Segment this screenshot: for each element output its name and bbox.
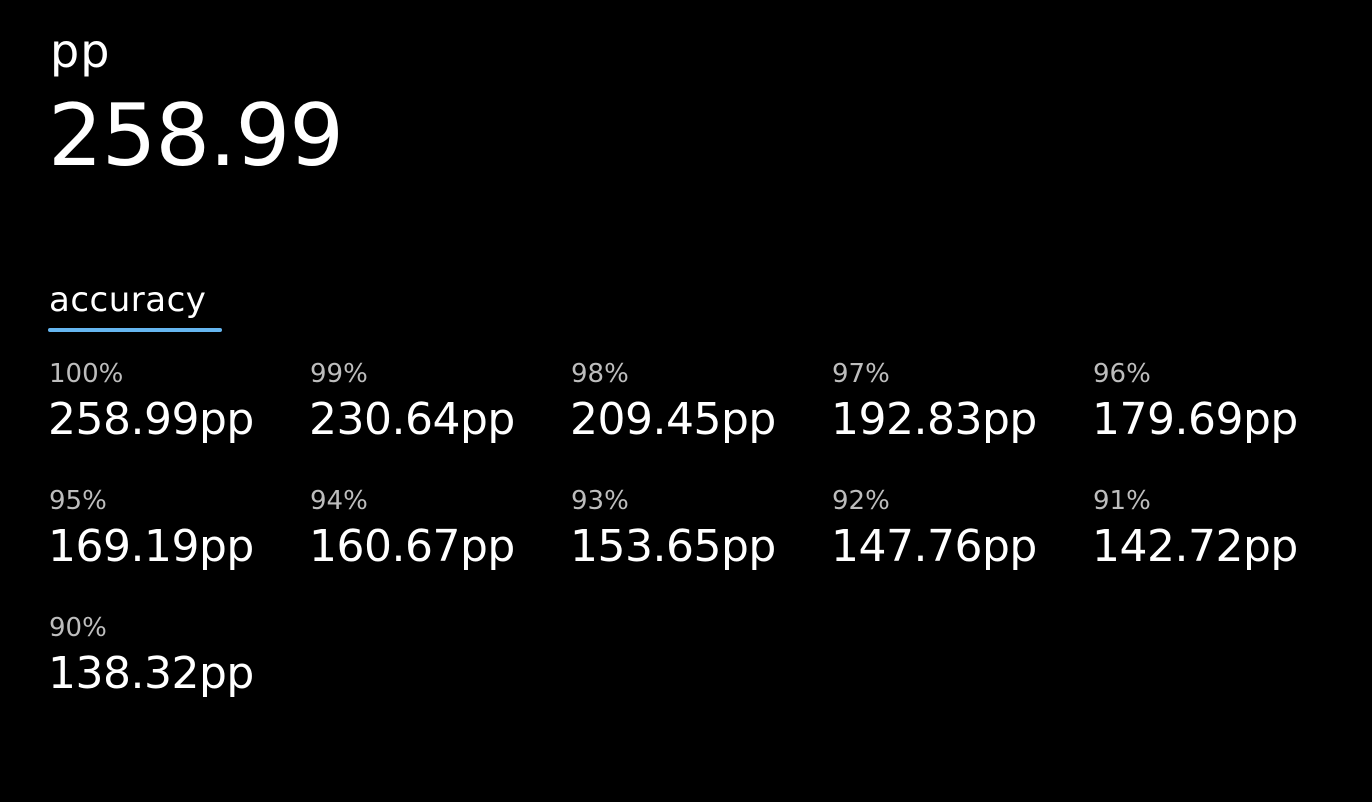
pp-value: 230.64pp [309, 394, 515, 445]
accuracy-pp-item: 99% 230.64pp [309, 356, 570, 483]
accuracy-percent-label: 98% [571, 359, 629, 389]
accuracy-pp-item: 97% 192.83pp [831, 356, 1092, 483]
accuracy-pp-item: 91% 142.72pp [1092, 483, 1353, 610]
tab-accuracy[interactable]: accuracy [49, 280, 207, 320]
accuracy-pp-grid: 100% 258.99pp 99% 230.64pp 98% 209.45pp … [48, 356, 1358, 737]
tab-accuracy-underline [48, 328, 222, 332]
accuracy-percent-label: 100% [49, 359, 124, 389]
accuracy-pp-item: 90% 138.32pp [48, 610, 309, 737]
accuracy-pp-item: 95% 169.19pp [48, 483, 309, 610]
pp-value: 258.99pp [48, 394, 254, 445]
accuracy-percent-label: 92% [832, 486, 890, 516]
accuracy-percent-label: 94% [310, 486, 368, 516]
accuracy-pp-item: 100% 258.99pp [48, 356, 309, 483]
pp-value: 142.72pp [1092, 521, 1298, 572]
accuracy-pp-item: 94% 160.67pp [309, 483, 570, 610]
pp-value: 153.65pp [570, 521, 776, 572]
accuracy-pp-item: 98% 209.45pp [570, 356, 831, 483]
accuracy-pp-item: 96% 179.69pp [1092, 356, 1353, 483]
pp-total-value: 258.99 [48, 86, 344, 186]
accuracy-percent-label: 91% [1093, 486, 1151, 516]
accuracy-percent-label: 96% [1093, 359, 1151, 389]
accuracy-percent-label: 93% [571, 486, 629, 516]
accuracy-percent-label: 97% [832, 359, 890, 389]
pp-value: 160.67pp [309, 521, 515, 572]
accuracy-pp-item: 92% 147.76pp [831, 483, 1092, 610]
pp-value: 209.45pp [570, 394, 776, 445]
accuracy-percent-label: 95% [49, 486, 107, 516]
pp-label: pp [50, 24, 111, 78]
accuracy-percent-label: 99% [310, 359, 368, 389]
pp-value: 179.69pp [1092, 394, 1298, 445]
pp-value: 192.83pp [831, 394, 1037, 445]
accuracy-pp-item: 93% 153.65pp [570, 483, 831, 610]
pp-value: 169.19pp [48, 521, 254, 572]
pp-value: 147.76pp [831, 521, 1037, 572]
pp-value: 138.32pp [48, 648, 254, 699]
accuracy-percent-label: 90% [49, 613, 107, 643]
